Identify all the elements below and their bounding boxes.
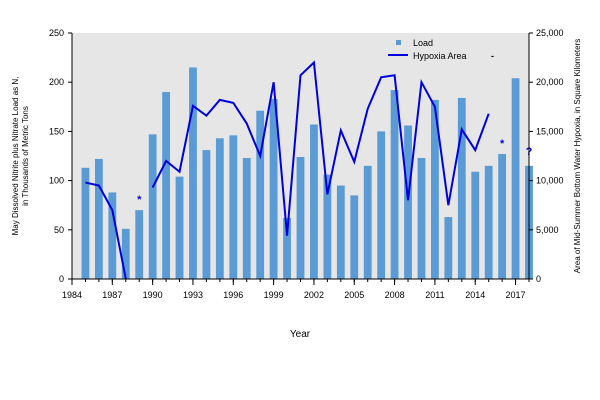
- x-tick-label: 1984: [62, 290, 82, 300]
- right-tick-label: 20,000: [536, 77, 564, 87]
- annotation-marker-0: *: [137, 194, 142, 206]
- load-bar-1994: [202, 150, 211, 279]
- load-bar-2004: [336, 185, 345, 279]
- load-bar-1990: [148, 134, 157, 279]
- left-tick-label: 250: [49, 28, 64, 38]
- x-tick-label: 1999: [264, 290, 284, 300]
- hypoxia-line-segment-1: [151, 60, 490, 236]
- load-bar-2003: [323, 174, 332, 279]
- left-axis-title-line2: in Thousands of Metric Tons: [21, 106, 30, 206]
- x-tick-label: 2002: [304, 290, 324, 300]
- load-bar-2006: [363, 165, 372, 279]
- left-axis-title-line1: May Dissolved Nitrite plus Nitrate Load …: [11, 77, 20, 236]
- load-bar-1986: [94, 158, 103, 279]
- legend-load-label: Load: [413, 38, 433, 48]
- load-bar-1989: [135, 210, 144, 279]
- load-bar-2010: [417, 157, 426, 279]
- x-tick-label: 1996: [223, 290, 243, 300]
- x-tick-label: 2008: [385, 290, 405, 300]
- legend: Load Hypoxia Area -: [388, 38, 494, 61]
- load-bar-1998: [256, 110, 265, 280]
- load-bars: [81, 67, 533, 280]
- load-bar-2014: [471, 171, 480, 279]
- hypoxia-line-group: [85, 60, 490, 279]
- load-bar-1988: [121, 228, 130, 279]
- load-bar-2001: [296, 156, 305, 279]
- right-tick-label: 10,000: [536, 176, 564, 186]
- x-ticks: 1984 1987 1990 1993 1996 1999 2002 2005 2008 2011…: [62, 279, 530, 300]
- load-bar-1996: [229, 135, 238, 279]
- hypoxia-line-segment-0: [85, 181, 127, 279]
- load-bar-1987: [108, 192, 117, 279]
- load-bar-1985: [81, 167, 90, 279]
- load-bar-1992: [175, 176, 184, 279]
- left-tick-label: 0: [59, 274, 64, 284]
- load-bar-1991: [162, 92, 170, 279]
- load-bar-2016: [498, 154, 507, 279]
- x-tick-label: 2017: [506, 290, 526, 300]
- load-bar-2002: [310, 124, 318, 279]
- load-bar-1999: [269, 98, 278, 280]
- left-tick-label: 100: [49, 176, 64, 186]
- right-axis-title: Area of Mid-Summer Bottom Water Hypoxia,…: [573, 39, 582, 273]
- load-bar-1995: [215, 138, 224, 279]
- load-bar-2005: [350, 195, 359, 279]
- left-tick-label: 200: [49, 77, 64, 87]
- load-bar-2017: [511, 78, 520, 279]
- left-tick-label: 50: [54, 225, 64, 235]
- load-bar-2012: [444, 217, 453, 279]
- legend-load-swatch: [396, 40, 401, 45]
- load-bar-2013: [457, 97, 466, 279]
- right-y-ticks: 0 5,000 10,000 15,000 20,000 25,000: [529, 28, 564, 284]
- left-y-ticks: 0 50 100 150 200 250: [49, 28, 72, 284]
- right-tick-label: 0: [536, 274, 541, 284]
- x-tick-label: 1993: [183, 290, 203, 300]
- x-tick-label: 2011: [425, 290, 444, 300]
- x-tick-label: 1987: [102, 290, 122, 300]
- x-tick-label: 2005: [344, 290, 364, 300]
- load-bar-2008: [390, 90, 399, 279]
- right-tick-label: 25,000: [536, 28, 564, 38]
- annotation-marker-1: *: [500, 138, 505, 150]
- load-bar-1997: [242, 157, 251, 279]
- left-tick-label: 150: [49, 126, 64, 136]
- right-tick-label: 5,000: [536, 225, 559, 235]
- legend-hypoxia-label: Hypoxia Area: [413, 51, 467, 61]
- load-bar-2011: [431, 99, 439, 279]
- load-bar-2009: [404, 125, 412, 279]
- load-bar-2015: [484, 165, 493, 279]
- load-bar-1993: [189, 67, 197, 279]
- x-axis-title: Year: [290, 329, 311, 340]
- x-tick-label: 2014: [465, 290, 485, 300]
- load-bar-2007: [377, 131, 386, 279]
- legend-extra-symbol: -: [491, 51, 494, 61]
- right-tick-label: 15,000: [536, 126, 564, 136]
- load-bar-2000: [283, 217, 291, 279]
- x-tick-label: 1990: [143, 290, 163, 300]
